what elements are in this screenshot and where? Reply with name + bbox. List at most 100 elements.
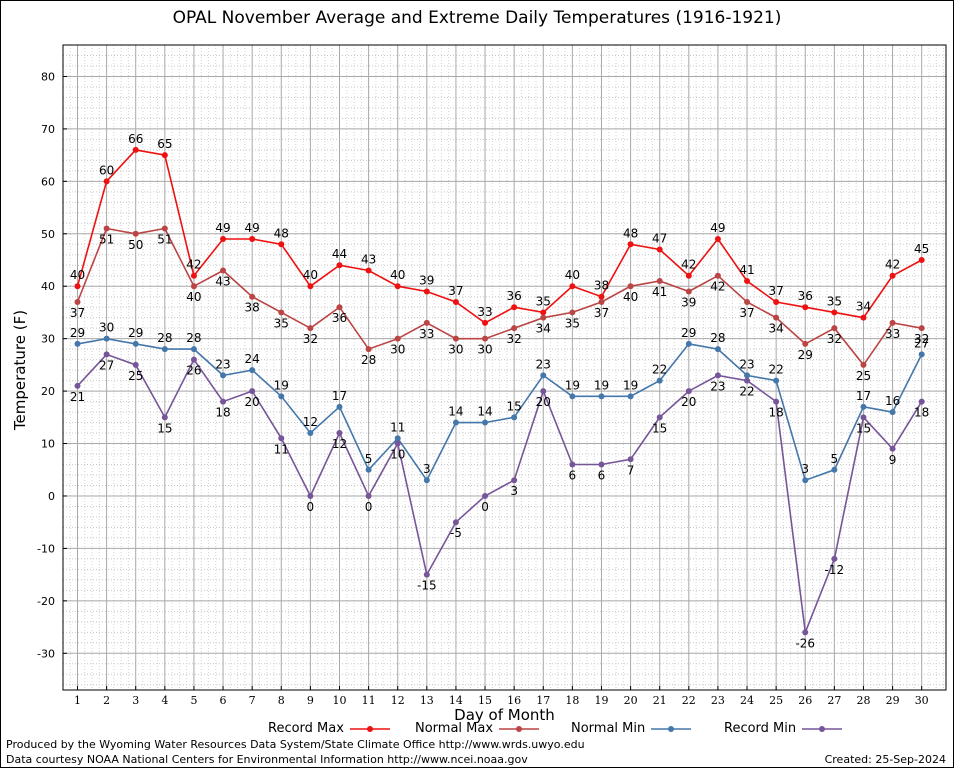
data-label-normal-min: 29 [70, 326, 85, 340]
point-normal-min [190, 346, 197, 353]
point-record-min [773, 398, 780, 405]
data-label-normal-max: 42 [710, 280, 725, 294]
point-normal-max [656, 277, 663, 284]
point-normal-min [831, 466, 838, 473]
point-normal-max [831, 325, 838, 332]
point-record-min [511, 477, 518, 484]
data-label-record-max: 66 [128, 132, 143, 146]
x-tick-label: 16 [507, 694, 521, 707]
data-label-normal-min: 12 [303, 415, 318, 429]
point-normal-max [511, 325, 518, 332]
point-normal-min [569, 393, 576, 400]
point-normal-min [540, 372, 547, 379]
data-label-normal-min: 30 [99, 321, 114, 335]
data-label-normal-max: 40 [623, 290, 638, 304]
data-label-normal-min: 5 [831, 452, 839, 466]
point-record-min [161, 414, 168, 421]
point-normal-max [598, 298, 605, 305]
x-tick-label: 4 [161, 694, 168, 707]
data-label-record-min: 6 [569, 469, 577, 483]
point-normal-max [627, 283, 634, 290]
data-label-normal-max: 37 [70, 306, 85, 320]
data-label-normal-max: 34 [768, 322, 783, 336]
y-tick-label: -10 [37, 542, 55, 555]
data-label-normal-min: 14 [448, 405, 463, 419]
x-tick-label: 3 [132, 694, 139, 707]
point-normal-max [889, 319, 896, 326]
data-label-record-min: 23 [710, 379, 725, 393]
point-normal-max [307, 325, 314, 332]
data-label-record-max: 34 [856, 300, 871, 314]
data-label-normal-max: 30 [448, 343, 463, 357]
data-label-normal-max: 33 [885, 327, 900, 341]
x-tick-label: 14 [449, 694, 463, 707]
data-label-record-max: 40 [303, 268, 318, 282]
point-normal-max [482, 335, 489, 342]
x-tick-label: 11 [362, 694, 376, 707]
data-label-record-min: 9 [889, 453, 897, 467]
x-tick-label: 28 [856, 694, 870, 707]
point-normal-min [714, 346, 721, 353]
point-normal-max [74, 298, 81, 305]
data-label-record-max: 44 [332, 247, 347, 261]
point-normal-min [423, 477, 430, 484]
y-tick-label: 50 [41, 228, 55, 241]
x-tick-label: 17 [536, 694, 550, 707]
data-label-record-max: 48 [274, 226, 289, 240]
point-normal-max [190, 283, 197, 290]
series-line-normal-max [76, 227, 922, 367]
data-label-normal-max: 28 [361, 353, 376, 367]
point-normal-min [685, 340, 692, 347]
x-tick-label: 12 [391, 694, 405, 707]
data-label-normal-min: 22 [768, 363, 783, 377]
y-tick-label: 30 [41, 333, 55, 346]
point-normal-min [103, 335, 110, 342]
data-label-record-min: 21 [70, 390, 85, 404]
point-record-min [190, 356, 197, 363]
data-label-record-min: 27 [99, 358, 114, 372]
data-label-record-min: 15 [652, 421, 667, 435]
y-tick-label: -20 [37, 595, 55, 608]
data-label-normal-max: 36 [332, 311, 347, 325]
data-label-record-max: 42 [186, 258, 201, 272]
point-record-max [860, 314, 867, 321]
x-tick-label: 19 [594, 694, 608, 707]
point-normal-max [423, 319, 430, 326]
x-tick-label: 29 [886, 694, 900, 707]
data-label-normal-min: 28 [157, 331, 172, 345]
data-label-normal-min: 19 [623, 378, 638, 392]
data-label-normal-min: 3 [423, 462, 431, 476]
point-record-max [278, 241, 285, 248]
point-record-min [802, 629, 809, 636]
point-normal-min [365, 466, 372, 473]
legend-swatch-normal-max [499, 725, 540, 732]
point-normal-min [482, 419, 489, 426]
data-label-record-max: 49 [710, 221, 725, 235]
point-normal-min [511, 414, 518, 421]
data-label-normal-min: 28 [710, 331, 725, 345]
x-tick-label: 8 [278, 694, 285, 707]
point-record-max [307, 283, 314, 290]
point-record-min [627, 456, 634, 463]
point-record-max [365, 267, 372, 274]
data-label-record-max: 40 [565, 268, 580, 282]
data-label-record-max: 42 [681, 258, 696, 272]
data-label-normal-max: 29 [798, 348, 813, 362]
point-normal-max [714, 272, 721, 279]
y-axis-label: Temperature (F) [11, 309, 29, 431]
data-label-record-min: 0 [365, 500, 373, 514]
data-label-record-max: 35 [827, 294, 842, 308]
data-label-normal-max: 30 [390, 343, 405, 357]
data-label-record-min: -5 [450, 526, 462, 540]
point-normal-max [220, 267, 227, 274]
y-tick-label: -30 [37, 647, 55, 660]
point-record-min [220, 398, 227, 405]
data-label-normal-max: 35 [274, 316, 289, 330]
point-normal-min [860, 403, 867, 410]
point-record-min [598, 461, 605, 468]
point-normal-max [452, 335, 459, 342]
point-normal-max [744, 298, 751, 305]
x-tick-label: 7 [249, 694, 256, 707]
point-record-max [511, 304, 518, 311]
